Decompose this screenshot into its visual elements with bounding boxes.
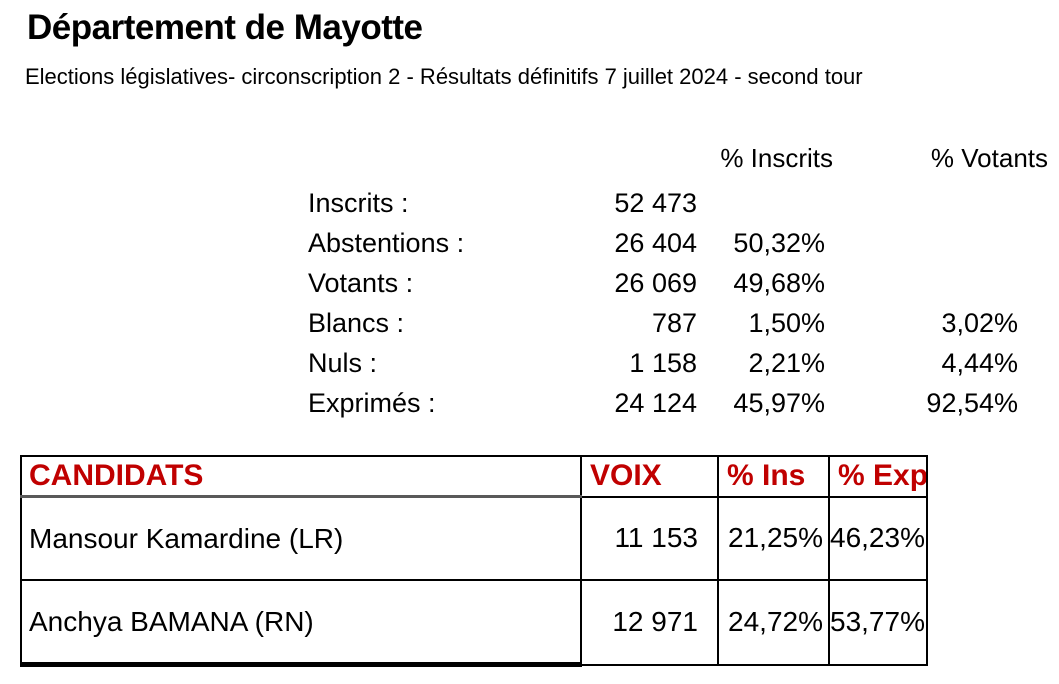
pct-exp-header-cell: % Exp <box>828 455 928 498</box>
participation-label: Abstentions : <box>308 228 465 258</box>
candidate-pct-ins-cell: 24,72% <box>717 579 830 666</box>
participation-pct-inscrits: 1,50% <box>748 308 825 338</box>
participation-pct-inscrits: 45,97% <box>733 388 825 418</box>
candidate-name-cell: Anchya BAMANA (RN) <box>20 579 582 667</box>
participation-value: 787 <box>651 308 697 338</box>
candidate-voix-cell: 11 153 <box>580 495 719 581</box>
candidates-table: CANDIDATS VOIX % Ins % Exp Mansour Kamar… <box>20 455 928 667</box>
participation-pct-votants: 4,44% <box>941 348 1018 378</box>
candidate-name-cell: Mansour Kamardine (LR) <box>20 495 582 581</box>
participation-label: Nuls : <box>308 348 378 378</box>
candidate-pct-exp-cell: 46,23% <box>828 495 928 581</box>
participation-pct-votants: 92,54% <box>926 388 1018 418</box>
voix-header-cell: VOIX <box>580 455 719 498</box>
participation-label: Votants : <box>308 268 414 298</box>
candidate-row: Mansour Kamardine (LR) 11 153 21,25% 46,… <box>20 495 928 581</box>
participation-label: Inscrits : <box>308 188 409 218</box>
candidate-voix-cell: 12 971 <box>580 579 719 666</box>
pct-ins-header-cell: % Ins <box>717 455 830 498</box>
candidate-row: Anchya BAMANA (RN) 12 971 24,72% 53,77% <box>20 579 928 667</box>
page-subtitle: Elections législatives- circonscription … <box>25 64 863 89</box>
participation-label: Exprimés : <box>308 388 436 418</box>
participation-row-nuls: Nuls : 1 158 2,21% 4,44% <box>0 343 1059 383</box>
participation-value: 24 124 <box>614 388 697 418</box>
participation-row-abstentions: Abstentions : 26 404 50,32% <box>0 223 1059 263</box>
participation-pct-inscrits: 50,32% <box>733 228 825 258</box>
participation-pct-inscrits: 49,68% <box>733 268 825 298</box>
participation-row-inscrits: Inscrits : 52 473 <box>0 183 1059 223</box>
pct-inscrits-column-header: % Inscrits <box>720 143 833 173</box>
participation-row-blancs: Blancs : 787 1,50% 3,02% <box>0 303 1059 343</box>
participation-value: 26 069 <box>614 268 697 298</box>
participation-label: Blancs : <box>308 308 405 338</box>
participation-row-votants: Votants : 26 069 49,68% <box>0 263 1059 303</box>
page-title: Département de Mayotte <box>27 8 423 47</box>
candidates-table-header-row: CANDIDATS VOIX % Ins % Exp <box>20 455 928 498</box>
candidate-pct-ins-cell: 21,25% <box>717 495 830 581</box>
participation-pct-inscrits: 2,21% <box>748 348 825 378</box>
participation-row-exprimes: Exprimés : 24 124 45,97% 92,54% <box>0 383 1059 423</box>
participation-value: 26 404 <box>614 228 697 258</box>
candidats-header-cell: CANDIDATS <box>20 455 582 498</box>
pct-votants-column-header: % Votants <box>930 143 1048 173</box>
candidate-pct-exp-cell: 53,77% <box>828 579 928 666</box>
participation-pct-votants: 3,02% <box>941 308 1018 338</box>
participation-value: 52 473 <box>614 188 697 218</box>
participation-value: 1 158 <box>629 348 697 378</box>
